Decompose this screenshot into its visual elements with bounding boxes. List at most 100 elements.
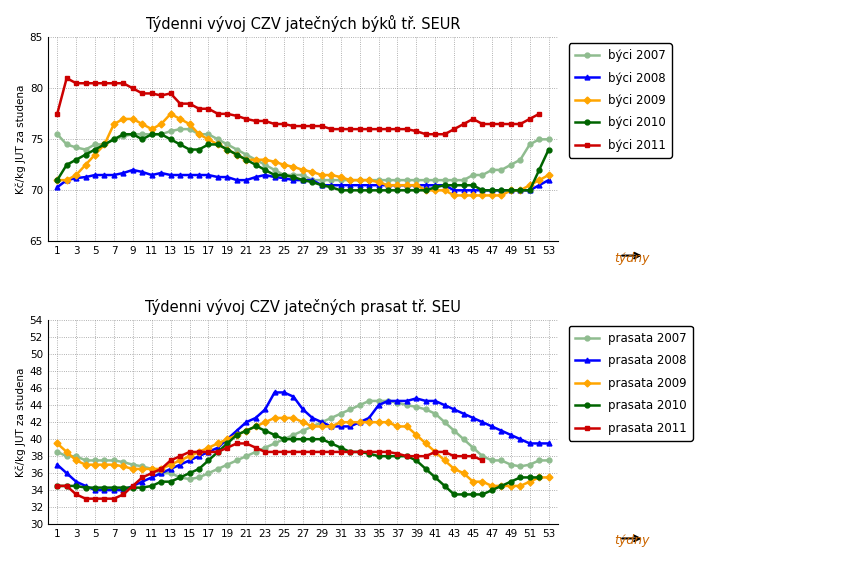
býci 2010	[383, 187, 394, 194]
prasata 2010	[222, 440, 233, 447]
prasata 2011	[401, 453, 412, 460]
prasata 2011	[146, 470, 157, 477]
prasata 2009	[487, 483, 497, 490]
býci 2011	[355, 126, 365, 133]
Title: Týdenni vývoj CZV jatečných býků tř. SEUR: Týdenni vývoj CZV jatečných býků tř. SEU…	[145, 15, 460, 32]
prasata 2011	[468, 453, 478, 460]
Legend: prasata 2007, prasata 2008, prasata 2009, prasata 2010, prasata 2011: prasata 2007, prasata 2008, prasata 2009…	[569, 326, 693, 441]
prasata 2011	[411, 453, 421, 460]
Title: Týdenni vývoj CZV jatečných prasat tř. SEU: Týdenni vývoj CZV jatečných prasat tř. S…	[145, 299, 461, 315]
prasata 2011	[119, 491, 129, 498]
Text: týdny: týdny	[614, 534, 650, 547]
býci 2009	[52, 177, 62, 184]
býci 2011	[232, 112, 242, 119]
prasata 2007	[392, 399, 402, 406]
prasata 2009	[184, 453, 195, 460]
prasata 2011	[61, 483, 72, 490]
prasata 2007	[383, 397, 394, 404]
prasata 2008	[90, 487, 100, 493]
prasata 2011	[165, 457, 176, 464]
prasata 2011	[420, 453, 431, 460]
prasata 2010	[288, 436, 298, 442]
prasata 2011	[439, 448, 450, 455]
býci 2009	[543, 171, 554, 178]
prasata 2011	[374, 448, 384, 455]
býci 2007	[383, 177, 394, 184]
prasata 2010	[374, 453, 384, 460]
prasata 2009	[269, 415, 279, 422]
prasata 2010	[534, 474, 544, 481]
býci 2009	[374, 179, 384, 185]
Line: býci 2010: býci 2010	[54, 132, 551, 193]
býci 2007	[364, 177, 375, 184]
prasata 2011	[156, 465, 166, 472]
prasata 2011	[128, 483, 138, 490]
býci 2009	[194, 131, 204, 138]
prasata 2011	[52, 483, 62, 490]
prasata 2007	[355, 402, 365, 409]
prasata 2010	[251, 423, 261, 430]
býci 2007	[449, 177, 459, 184]
prasata 2011	[458, 453, 469, 460]
prasata 2011	[194, 448, 204, 455]
Line: prasata 2007: prasata 2007	[54, 398, 551, 482]
prasata 2010	[449, 491, 459, 498]
prasata 2011	[241, 440, 252, 447]
prasata 2008	[392, 397, 402, 404]
prasata 2011	[345, 448, 356, 455]
prasata 2007	[364, 397, 375, 404]
býci 2009	[355, 177, 365, 184]
prasata 2008	[269, 389, 279, 396]
býci 2010	[543, 146, 554, 153]
býci 2011	[99, 80, 110, 87]
býci 2007	[52, 131, 62, 138]
Legend: býci 2007, býci 2008, býci 2009, býci 2010, býci 2011: býci 2007, býci 2008, býci 2009, býci 20…	[569, 43, 672, 158]
býci 2010	[392, 187, 402, 194]
prasata 2010	[355, 448, 365, 455]
prasata 2011	[184, 448, 195, 455]
prasata 2010	[317, 436, 327, 442]
prasata 2011	[317, 448, 327, 455]
býci 2009	[383, 182, 394, 189]
býci 2011	[317, 123, 327, 129]
býci 2009	[165, 111, 176, 117]
Line: prasata 2010: prasata 2010	[54, 424, 541, 497]
býci 2011	[52, 111, 62, 117]
Line: býci 2011: býci 2011	[54, 76, 541, 137]
prasata 2010	[52, 483, 62, 490]
býci 2008	[128, 166, 138, 173]
prasata 2011	[430, 448, 440, 455]
prasata 2011	[392, 450, 402, 457]
prasata 2009	[374, 419, 384, 425]
býci 2007	[194, 131, 204, 138]
prasata 2011	[364, 448, 375, 455]
prasata 2007	[184, 476, 195, 483]
prasata 2011	[269, 448, 279, 455]
prasata 2008	[383, 397, 394, 404]
Line: býci 2007: býci 2007	[54, 126, 551, 183]
prasata 2011	[336, 448, 346, 455]
býci 2008	[543, 177, 554, 184]
prasata 2011	[449, 453, 459, 460]
Line: býci 2009: býci 2009	[54, 111, 551, 198]
býci 2010	[119, 131, 129, 138]
býci 2009	[449, 192, 459, 199]
býci 2011	[420, 131, 431, 138]
býci 2009	[439, 187, 450, 194]
býci 2008	[449, 187, 459, 194]
býci 2010	[364, 187, 375, 194]
prasata 2009	[543, 474, 554, 481]
býci 2007	[543, 136, 554, 143]
býci 2008	[439, 182, 450, 189]
Y-axis label: Kč/kg JUT za studena: Kč/kg JUT za studena	[15, 368, 25, 477]
prasata 2011	[298, 448, 308, 455]
Line: prasata 2009: prasata 2009	[54, 415, 551, 488]
Line: prasata 2011: prasata 2011	[54, 441, 485, 501]
prasata 2011	[71, 491, 81, 498]
prasata 2011	[80, 495, 91, 502]
prasata 2011	[213, 448, 223, 455]
prasata 2011	[383, 448, 394, 455]
prasata 2010	[90, 484, 100, 491]
prasata 2011	[137, 474, 147, 481]
býci 2008	[374, 182, 384, 189]
